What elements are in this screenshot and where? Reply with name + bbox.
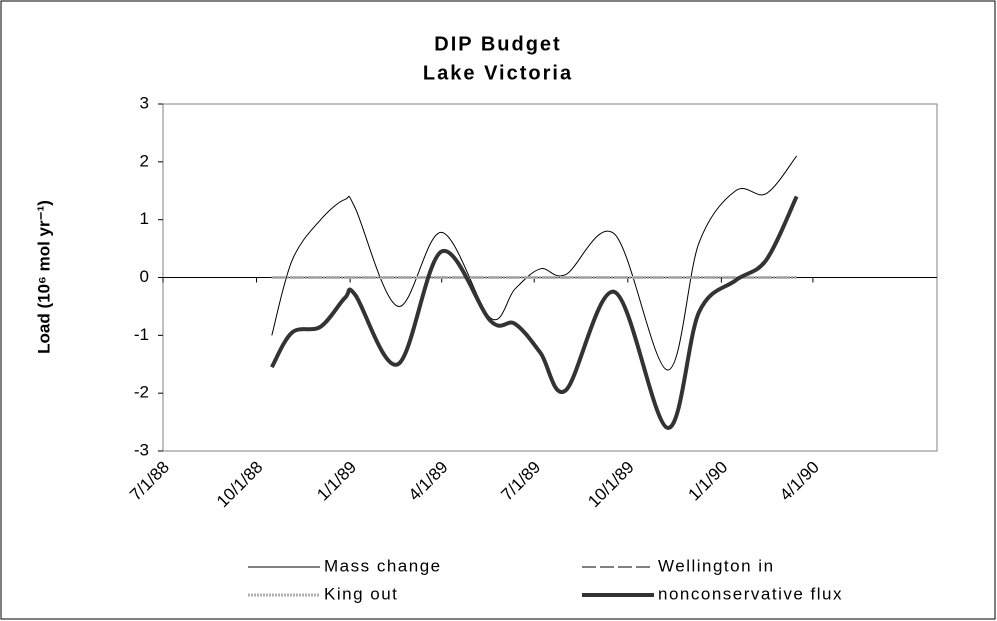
y-tick-label: -2: [134, 383, 149, 402]
series-line: [271, 155, 798, 371]
y-tick-label: 0: [140, 267, 149, 286]
chart-subtitle: Lake Victoria: [423, 62, 573, 84]
chart-title: DIP Budget: [434, 33, 561, 55]
legend-label: King out: [324, 584, 398, 603]
legend-label: Mass change: [324, 556, 442, 575]
y-tick-label: -3: [134, 440, 149, 459]
y-tick-label: 1: [140, 209, 149, 228]
y-tick-label: -1: [134, 325, 149, 344]
series-line: [270, 195, 799, 430]
legend-label: nonconservative flux: [658, 584, 843, 603]
legend-label: Wellington in: [658, 556, 775, 575]
y-tick-label: 2: [140, 151, 149, 170]
y-tick-label: 3: [140, 93, 149, 112]
y-axis-label: Load (10⁶ mol yr⁻¹): [34, 200, 53, 354]
